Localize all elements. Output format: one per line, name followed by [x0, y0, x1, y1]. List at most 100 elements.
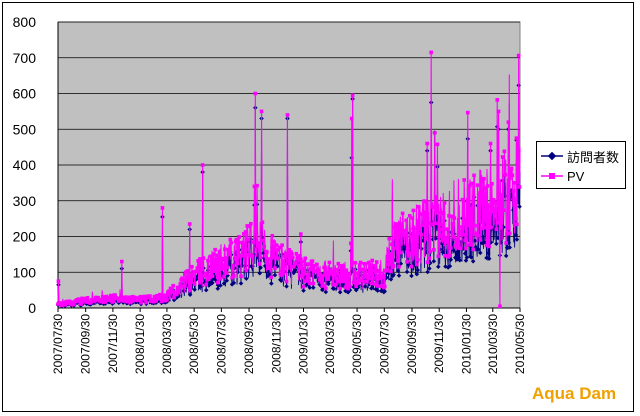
data-point: [419, 232, 424, 237]
data-point: [473, 223, 477, 228]
data-point: [452, 216, 457, 220]
data-point: [406, 249, 410, 253]
legend-item-pv: PV: [541, 167, 584, 185]
data-point: [152, 294, 157, 299]
data-point: [447, 213, 451, 218]
data-point: [415, 262, 419, 267]
data-point: [210, 274, 215, 278]
data-point: [457, 257, 463, 263]
data-point: [392, 225, 397, 230]
data-point: [500, 155, 505, 159]
data-point: [234, 237, 239, 242]
data-point: [280, 243, 284, 247]
data-point: [387, 236, 392, 241]
data-point: [232, 274, 236, 278]
data-point: [499, 226, 503, 230]
data-point: [271, 239, 275, 244]
data-point: [441, 211, 446, 216]
data-point: [298, 253, 302, 258]
data-point: [302, 259, 307, 264]
data-point: [469, 255, 474, 260]
data-point: [480, 226, 484, 231]
data-point: [374, 260, 379, 264]
data-point: [493, 201, 498, 205]
data-point: [318, 272, 323, 276]
data-point: [459, 225, 464, 229]
data-point: [172, 295, 176, 300]
data-point: [257, 244, 261, 249]
data-point: [397, 264, 401, 269]
data-point: [244, 268, 249, 273]
data-point: [160, 206, 165, 210]
data-point: [375, 288, 380, 293]
data-point: [431, 258, 437, 264]
data-point: [181, 278, 185, 282]
data-point: [200, 163, 205, 167]
data-point: [372, 263, 376, 268]
data-point: [237, 235, 242, 239]
data-point: [503, 172, 508, 177]
data-point: [384, 268, 389, 272]
data-point: [103, 300, 108, 304]
data-point: [210, 280, 215, 286]
data-point: [337, 289, 343, 295]
data-point: [263, 254, 267, 258]
x-tick-label: 2008/03/30: [160, 314, 174, 374]
data-point: [481, 179, 485, 184]
y-tick-label: 600: [13, 86, 37, 102]
legend-item-visitors: 訪問者数: [541, 147, 619, 165]
data-point: [56, 279, 61, 283]
data-point: [332, 282, 336, 287]
data-point: [141, 297, 145, 301]
data-point: [396, 259, 400, 263]
data-point: [265, 266, 270, 271]
data-point: [235, 261, 240, 266]
data-point: [515, 136, 520, 140]
data-point: [494, 227, 499, 232]
data-point: [414, 240, 418, 244]
data-point: [267, 263, 272, 268]
data-point: [447, 263, 453, 269]
data-point: [288, 261, 292, 266]
data-point: [496, 109, 501, 114]
data-point: [260, 220, 265, 225]
data-point: [195, 266, 200, 270]
data-point: [369, 281, 374, 286]
data-point: [301, 288, 306, 293]
data-point: [410, 216, 415, 220]
data-point: [178, 282, 183, 286]
data-point: [353, 260, 358, 265]
data-point: [464, 246, 468, 251]
data-point: [229, 240, 233, 245]
y-tick-label: 800: [13, 14, 37, 30]
x-tick-label: 2008/05/30: [187, 314, 201, 374]
data-point: [440, 237, 445, 242]
data-point: [409, 264, 414, 269]
data-point: [347, 272, 351, 276]
data-point: [241, 232, 246, 236]
data-point: [129, 298, 134, 303]
data-point: [199, 278, 204, 282]
data-point: [142, 294, 147, 299]
x-tick-label: 2008/01/30: [133, 314, 147, 374]
data-point: [416, 204, 421, 209]
data-point: [126, 297, 131, 302]
data-point: [464, 255, 470, 260]
data-point: [399, 223, 404, 228]
data-point: [277, 245, 282, 250]
data-point: [350, 93, 355, 98]
data-point: [323, 273, 327, 277]
data-point: [206, 258, 210, 263]
data-point: [456, 240, 460, 244]
data-point: [282, 262, 286, 267]
data-point: [487, 244, 491, 249]
data-point: [453, 243, 458, 248]
data-point: [462, 178, 467, 182]
data-point: [154, 299, 159, 303]
data-point: [77, 297, 82, 302]
data-point: [409, 273, 414, 279]
data-point: [244, 276, 249, 281]
data-point: [332, 273, 337, 278]
data-point: [486, 238, 491, 242]
data-point: [326, 277, 331, 281]
